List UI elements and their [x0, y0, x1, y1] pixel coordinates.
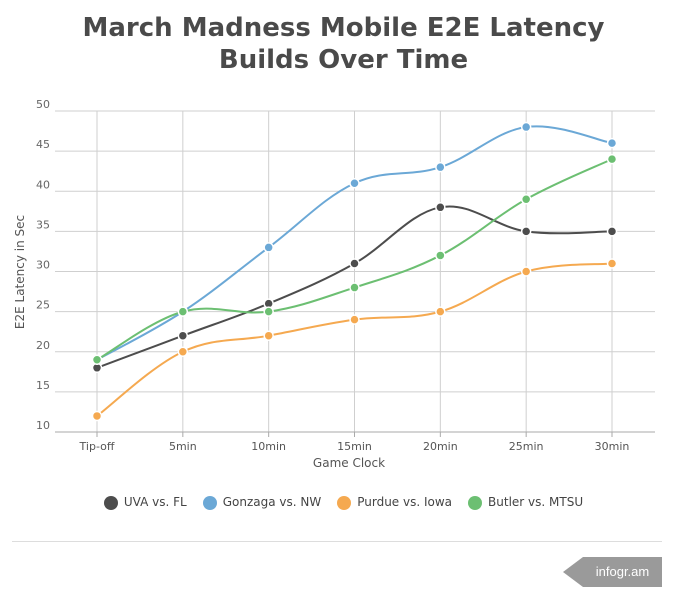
data-point-gonzaga-vs-nw[interactable] [520, 121, 532, 133]
chart-title: March Madness Mobile E2E Latency Builds … [0, 12, 687, 76]
data-point-purdue-vs-iowa[interactable] [177, 346, 189, 357]
legend-label: Purdue vs. Iowa [357, 495, 453, 510]
legend-item[interactable]: Butler vs. MTSU [468, 495, 583, 510]
y-tick-label: 30 [36, 259, 50, 272]
x-tick-label: 15min [337, 440, 372, 453]
data-point-purdue-vs-iowa[interactable] [520, 266, 532, 277]
x-tick-label: Tip-off [79, 440, 115, 453]
data-point-gonzaga-vs-nw[interactable] [349, 177, 360, 189]
legend-label: UVA vs. FL [123, 495, 187, 510]
brand-badge-notch [563, 557, 583, 587]
data-point-butler-vs-mtsu[interactable] [263, 306, 274, 317]
footer-divider [12, 541, 662, 542]
data-point-purdue-vs-iowa[interactable] [91, 410, 103, 422]
y-axis-label: E2E Latency in Sec [13, 215, 27, 329]
legend-item[interactable]: UVA vs. FL [103, 495, 187, 510]
x-tick-label: 25min [509, 440, 544, 453]
data-point-uva-vs-fl[interactable] [349, 258, 360, 269]
data-point-butler-vs-mtsu[interactable] [177, 306, 189, 317]
y-tick-label: 35 [36, 218, 50, 231]
y-tick-label: 40 [36, 178, 50, 191]
data-point-purdue-vs-iowa[interactable] [263, 330, 274, 341]
legend-item[interactable]: Gonzaga vs. NW [202, 495, 322, 510]
x-tick-label: 30min [595, 440, 630, 453]
data-point-uva-vs-fl[interactable] [177, 330, 189, 341]
data-point-gonzaga-vs-nw[interactable] [435, 161, 446, 173]
grid-lines [55, 110, 655, 433]
series-lines [91, 121, 618, 422]
x-tick-label: 20min [423, 440, 458, 453]
data-point-butler-vs-mtsu[interactable] [606, 153, 618, 165]
legend-item[interactable]: Purdue vs. Iowa [337, 495, 452, 510]
x-axis-label: Game Clock [313, 456, 385, 470]
chart-legend: UVA vs. FL Gonzaga vs. NW Purdue vs. Iowa B… [0, 495, 687, 510]
y-tick-label: 25 [36, 299, 50, 312]
data-point-gonzaga-vs-nw[interactable] [606, 137, 618, 149]
data-point-purdue-vs-iowa[interactable] [349, 314, 360, 325]
x-axis-ticks: Tip-off 5min 10min 15min 20min 25min 30min [79, 432, 630, 453]
data-point-uva-vs-fl[interactable] [435, 202, 446, 213]
legend-marker [468, 495, 483, 510]
y-tick-label: 20 [36, 339, 50, 352]
data-point-butler-vs-mtsu[interactable] [349, 282, 360, 293]
data-point-purdue-vs-iowa[interactable] [435, 306, 446, 317]
data-point-uva-vs-fl[interactable] [606, 226, 618, 237]
legend-label: Butler vs. MTSU [488, 495, 584, 510]
x-tick-label: 5min [169, 440, 197, 453]
y-tick-label: 10 [36, 419, 50, 432]
data-point-uva-vs-fl[interactable] [520, 226, 532, 237]
legend-marker [202, 495, 217, 510]
data-point-butler-vs-mtsu[interactable] [435, 250, 446, 261]
chart-title-line-1: March Madness Mobile E2E Latency [82, 13, 605, 43]
brand-badge[interactable]: infogr.am [583, 557, 662, 587]
line-chart: 10 15 20 25 30 35 40 45 50 Tip-off 5min 10min 15min… [13, 98, 655, 470]
chart-title-line-2: Builds Over Time [218, 45, 469, 75]
data-point-purdue-vs-iowa[interactable] [606, 258, 618, 269]
x-tick-label: 10min [251, 440, 286, 453]
legend-label: Gonzaga vs. NW [222, 495, 322, 510]
legend-marker [103, 495, 118, 510]
y-tick-label: 45 [36, 138, 50, 151]
data-point-gonzaga-vs-nw[interactable] [263, 242, 274, 253]
legend-marker [337, 495, 352, 510]
y-axis-ticks: 10 15 20 25 30 35 40 45 50 [36, 98, 50, 432]
data-point-butler-vs-mtsu[interactable] [520, 194, 532, 205]
data-point-butler-vs-mtsu[interactable] [91, 354, 103, 366]
y-tick-label: 15 [36, 379, 50, 392]
y-tick-label: 50 [36, 98, 50, 111]
